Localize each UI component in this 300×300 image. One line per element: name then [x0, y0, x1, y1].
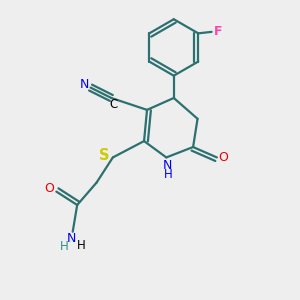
- Text: S: S: [99, 148, 110, 164]
- Text: N: N: [79, 78, 89, 91]
- Text: H: H: [77, 239, 85, 252]
- Text: N: N: [67, 232, 76, 245]
- Text: H: H: [59, 240, 68, 253]
- Text: O: O: [44, 182, 54, 195]
- Text: H: H: [164, 168, 172, 181]
- Text: N: N: [163, 159, 172, 172]
- Text: C: C: [110, 98, 118, 111]
- Text: O: O: [218, 151, 228, 164]
- Text: F: F: [214, 26, 222, 38]
